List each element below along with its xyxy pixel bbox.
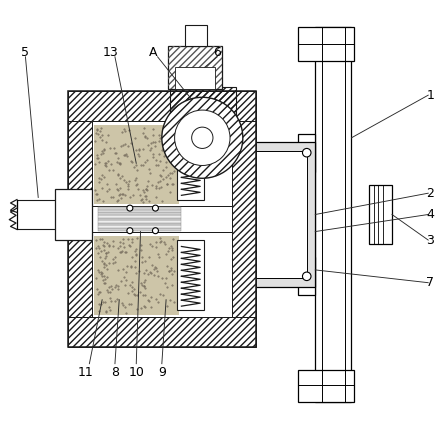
- Text: 6: 6: [213, 46, 221, 59]
- Bar: [369, 184, 392, 245]
- Bar: [177, 240, 205, 311]
- Bar: [298, 257, 315, 296]
- Bar: [185, 25, 206, 46]
- Bar: [232, 121, 256, 317]
- Text: A: A: [149, 46, 158, 59]
- Bar: [98, 226, 181, 228]
- Text: 5: 5: [21, 46, 29, 59]
- Bar: [68, 121, 92, 317]
- Text: 13: 13: [103, 46, 119, 59]
- Text: 4: 4: [427, 208, 434, 221]
- Circle shape: [303, 148, 311, 157]
- Text: 7: 7: [426, 276, 434, 289]
- Text: 3: 3: [427, 233, 434, 247]
- Bar: [171, 87, 237, 121]
- Bar: [92, 206, 232, 232]
- Bar: [17, 199, 59, 230]
- Bar: [315, 27, 351, 402]
- Bar: [68, 91, 256, 347]
- Text: 11: 11: [77, 366, 93, 379]
- Text: 8: 8: [111, 366, 119, 379]
- Bar: [55, 189, 92, 240]
- Circle shape: [152, 205, 159, 211]
- Bar: [98, 215, 181, 218]
- Bar: [98, 210, 181, 212]
- Bar: [177, 129, 205, 199]
- Circle shape: [152, 228, 159, 234]
- Text: 10: 10: [128, 366, 144, 379]
- Bar: [98, 223, 181, 226]
- Bar: [298, 133, 315, 172]
- Bar: [168, 46, 222, 89]
- Bar: [298, 27, 354, 61]
- Bar: [168, 46, 222, 89]
- Bar: [92, 121, 232, 206]
- Circle shape: [192, 127, 213, 148]
- Bar: [243, 142, 315, 287]
- Bar: [98, 212, 181, 215]
- Circle shape: [303, 272, 311, 281]
- Bar: [298, 370, 354, 402]
- Bar: [98, 228, 181, 231]
- Bar: [175, 67, 215, 89]
- Bar: [98, 207, 181, 210]
- Bar: [68, 91, 256, 121]
- Bar: [92, 121, 232, 317]
- Circle shape: [127, 228, 133, 234]
- Bar: [68, 317, 256, 347]
- Bar: [93, 125, 179, 204]
- Text: 1: 1: [427, 89, 434, 102]
- Bar: [98, 220, 181, 223]
- Text: 9: 9: [158, 366, 166, 379]
- Bar: [93, 236, 179, 314]
- Bar: [92, 232, 232, 317]
- Text: 2: 2: [427, 187, 434, 199]
- Circle shape: [162, 97, 243, 178]
- Bar: [98, 218, 181, 220]
- Circle shape: [175, 110, 230, 166]
- Circle shape: [127, 205, 133, 211]
- Bar: [251, 151, 307, 278]
